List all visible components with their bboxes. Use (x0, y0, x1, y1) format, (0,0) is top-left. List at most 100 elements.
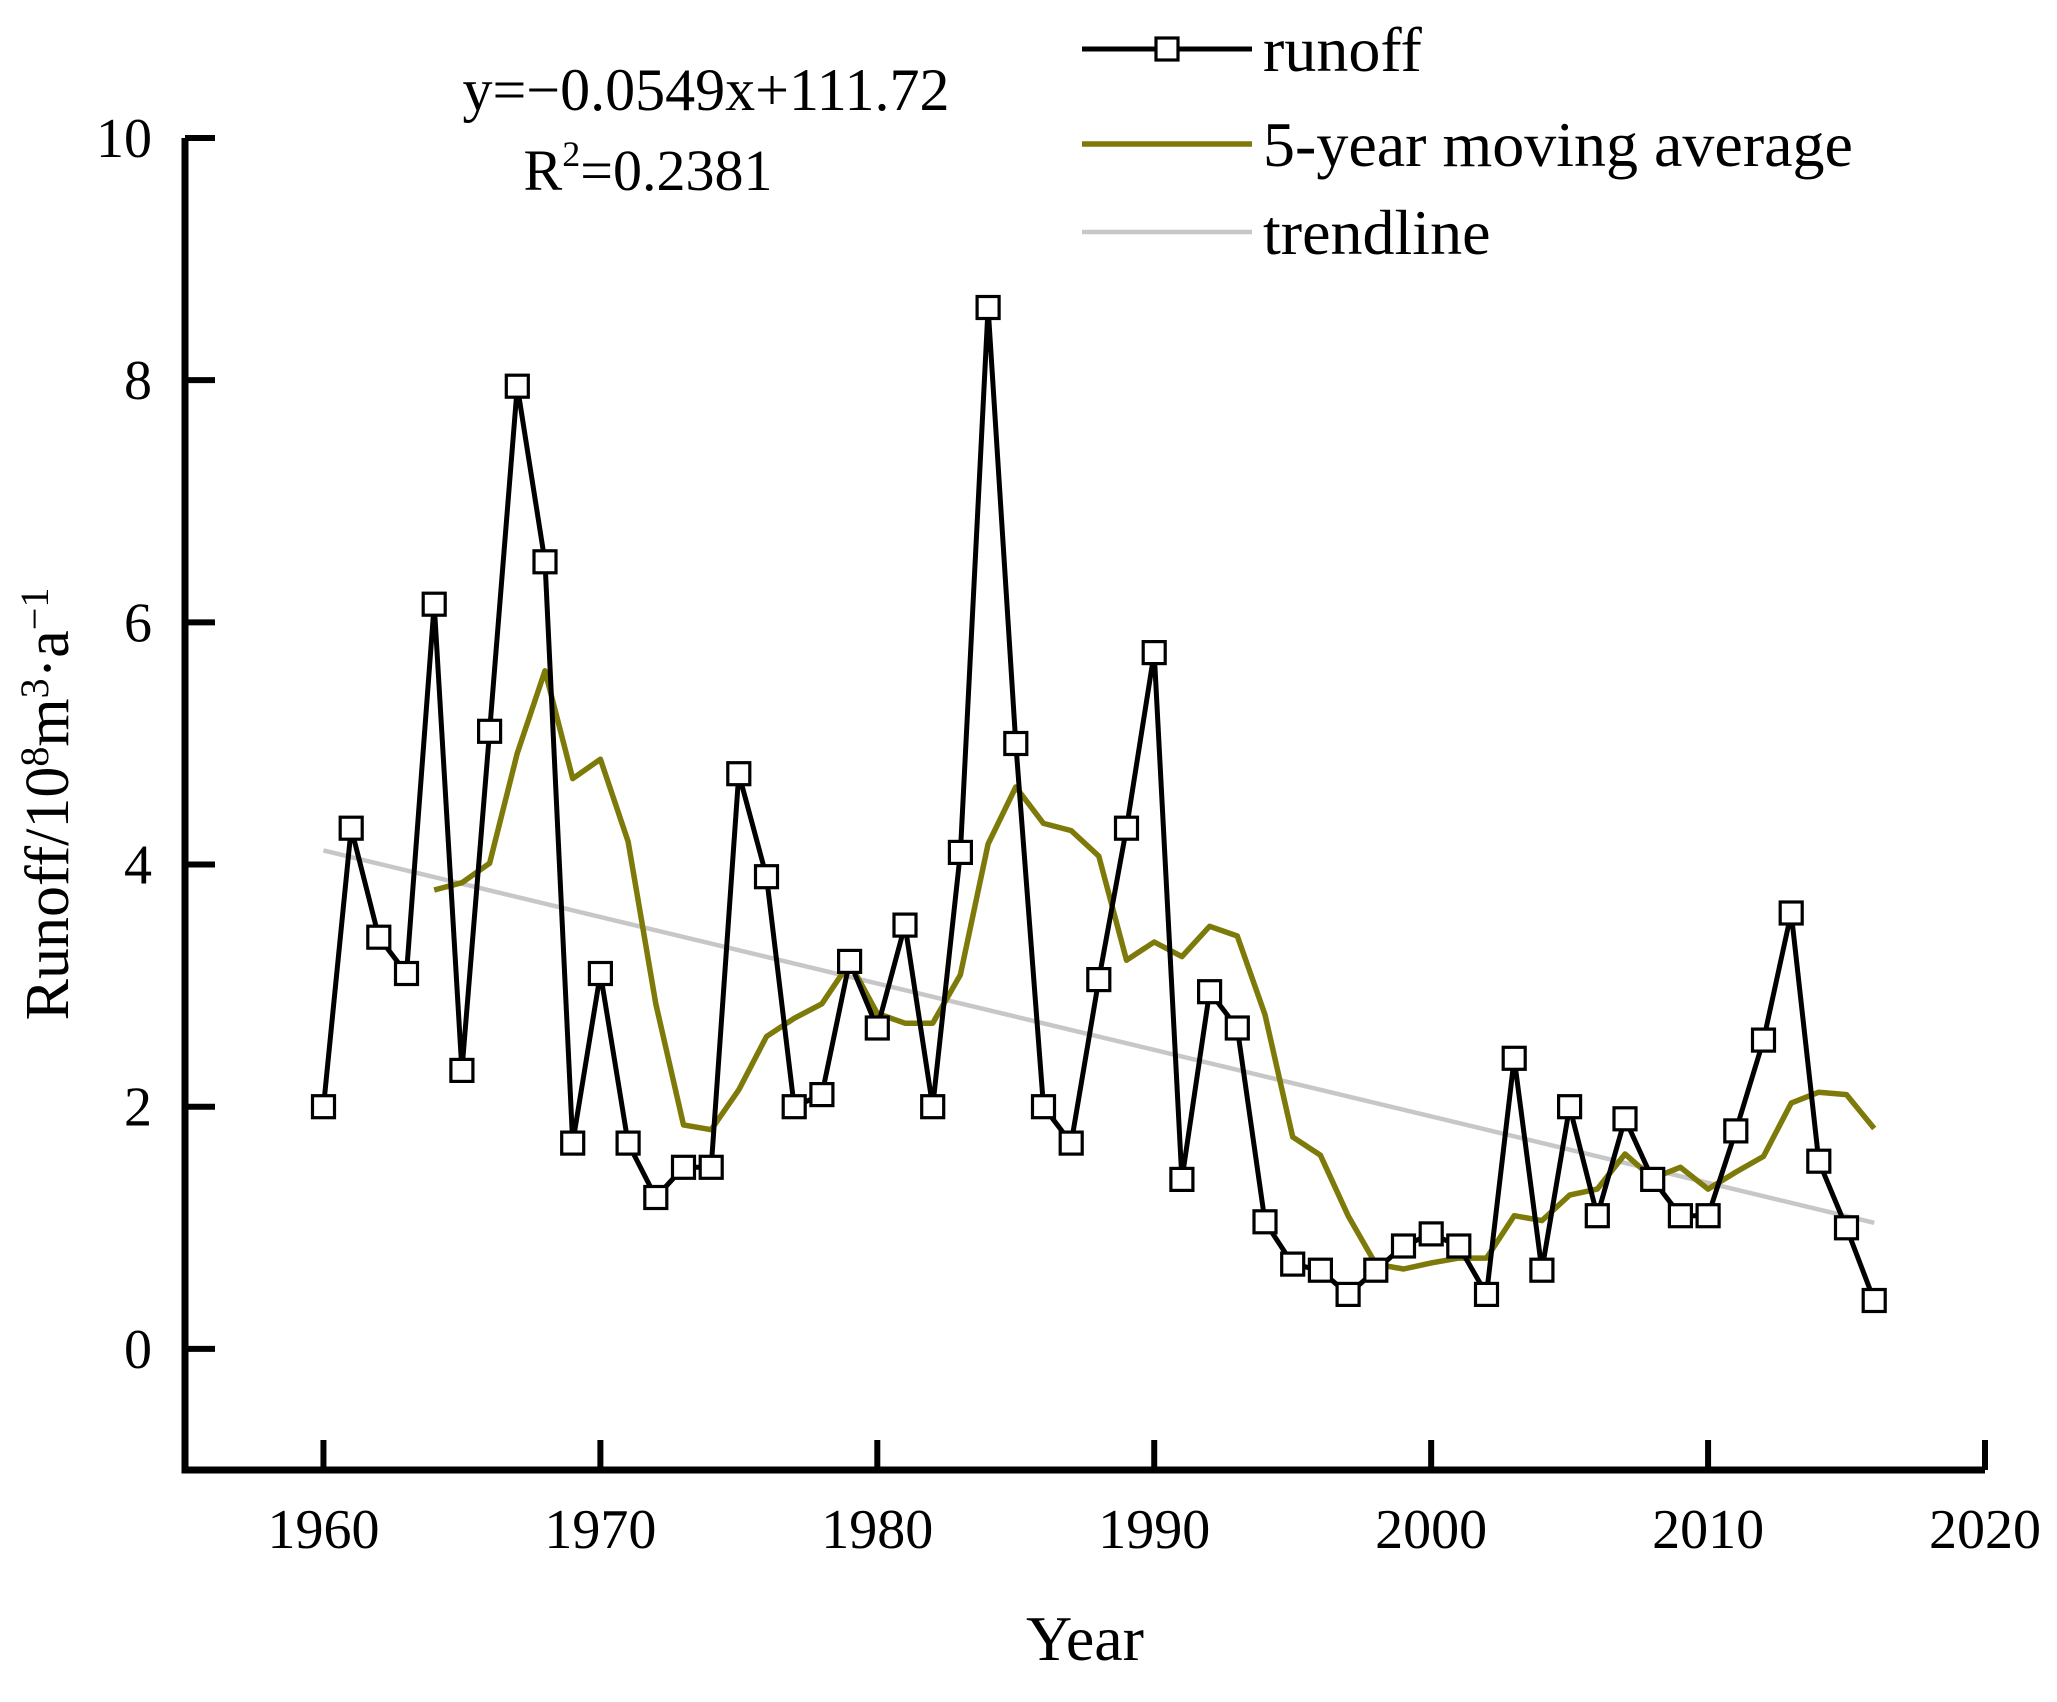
y-axis-title-base2: m (14, 698, 82, 746)
runoff-marker (1861, 1287, 1887, 1314)
runoff-marker (1003, 730, 1029, 757)
runoff-marker (615, 1130, 641, 1156)
runoff-marker (753, 864, 780, 890)
runoff-marker (1806, 1148, 1832, 1174)
runoff-marker (393, 960, 420, 987)
runoff-marker (1335, 1281, 1361, 1308)
runoff-marker (1612, 1106, 1638, 1132)
y-tick-label: 6 (124, 592, 152, 654)
legend-item-moving-average: 5-year moving average (1082, 109, 1853, 180)
runoff-marker (1833, 1215, 1860, 1241)
runoff-marker (1584, 1203, 1610, 1229)
legend-label-moving-average: 5-year moving average (1263, 109, 1853, 180)
x-tick-label: 1980 (821, 1499, 933, 1561)
runoff-marker (1030, 1094, 1057, 1120)
runoff-marker (1529, 1257, 1555, 1283)
legend-item-trendline: trendline (1082, 197, 1490, 268)
x-tick-label: 1960 (267, 1499, 379, 1561)
runoff-legend-marker-sample (1154, 36, 1180, 62)
y-axis-title: Runoff/108m3·a−1 (12, 588, 82, 1021)
runoff-marker (670, 1154, 697, 1180)
runoff-marker (477, 718, 503, 744)
runoff-marker (1252, 1209, 1278, 1235)
runoff-marker (338, 815, 364, 841)
y-tick-label: 4 (124, 835, 152, 897)
runoff-marker (1723, 1118, 1749, 1144)
runoff-marker (1418, 1221, 1444, 1247)
y-axis-title-base3: ·a (14, 630, 82, 678)
legend-item-runoff: runoff (1082, 14, 1422, 85)
runoff-marker (975, 294, 1001, 321)
runoff-marker (1501, 1045, 1527, 1071)
y-axis-title-sup2: 3 (12, 678, 57, 698)
runoff-marker (643, 1184, 669, 1211)
moving-average-layer (433, 668, 1877, 1272)
r-squared-superscript: 2 (562, 134, 580, 174)
legend-label-runoff: runoff (1263, 14, 1422, 85)
trendline-line (322, 848, 1875, 1225)
runoff-marker (1695, 1203, 1721, 1229)
runoff-marker (698, 1154, 724, 1180)
runoff-marker (1750, 1027, 1777, 1053)
y-axis-title-base1: Runoff/10 (14, 767, 82, 1021)
runoff-marker (809, 1081, 835, 1108)
axis-spines (181, 138, 1985, 1474)
x-tick-label: 2010 (1652, 1499, 1764, 1561)
y-tick-label: 0 (124, 1319, 152, 1381)
r-squared-base: R (524, 138, 563, 203)
runoff-marker (892, 912, 918, 938)
runoff-marker (504, 373, 530, 399)
runoff-marker (421, 591, 447, 617)
runoff-marker (1113, 815, 1140, 841)
runoff-marker (1141, 639, 1167, 666)
runoff-marker (1169, 1166, 1195, 1193)
runoff-marker (836, 948, 863, 975)
runoff-marker (1778, 900, 1804, 926)
runoff-marker (560, 1130, 586, 1156)
x-tick-label: 2020 (1929, 1499, 2041, 1561)
runoff-marker (864, 1015, 890, 1041)
runoff-marker (1640, 1166, 1666, 1193)
y-tick-label: 10 (96, 108, 152, 170)
runoff-marker (1086, 966, 1112, 993)
legend: runoff 5-year moving average trendline (1082, 14, 1853, 268)
runoff-marker (920, 1094, 946, 1120)
runoff-marker (1667, 1203, 1694, 1229)
runoff-marker (1556, 1094, 1583, 1120)
x-axis-title: Year (1026, 1603, 1144, 1674)
r-squared-label: R2=0.2381 (524, 134, 773, 203)
y-axis-title-sup1: 8 (12, 747, 57, 767)
runoff-layer (310, 294, 1887, 1314)
runoff-marker (532, 549, 558, 575)
runoff-marker (449, 1057, 475, 1084)
runoff-marker (1363, 1257, 1389, 1283)
r-squared-value: =0.2381 (580, 138, 772, 203)
x-tick-label: 2000 (1375, 1499, 1487, 1561)
runoff-marker (947, 839, 974, 866)
runoff-marker (1280, 1251, 1306, 1277)
runoff-marker (1224, 1015, 1250, 1041)
runoff-marker (1196, 979, 1223, 1005)
y-tick-label: 2 (124, 1077, 152, 1139)
runoff-marker (781, 1094, 807, 1120)
moving-average-line (433, 668, 1877, 1272)
runoff-marker (1058, 1130, 1084, 1156)
runoff-marker (587, 960, 614, 987)
y-tick-label: 8 (124, 350, 152, 412)
trendline-layer (322, 848, 1875, 1225)
runoff-marker (1307, 1257, 1334, 1283)
runoff-marker (366, 924, 392, 950)
runoff-marker (1390, 1233, 1417, 1259)
x-tick-label: 1970 (544, 1499, 656, 1561)
axes: 1960 1970 1980 1990 2000 2010 2020 0 2 4 6 8 10 (96, 108, 2041, 1561)
legend-label-trendline: trendline (1263, 197, 1490, 268)
runoff-marker (1473, 1281, 1500, 1308)
runoff-line (321, 307, 1877, 1303)
y-axis-title-sup3: −1 (12, 588, 57, 631)
x-tick-label: 1990 (1098, 1499, 1210, 1561)
runoff-marker (1446, 1233, 1472, 1259)
runoff-marker (310, 1094, 337, 1120)
runoff-marker (726, 761, 752, 787)
